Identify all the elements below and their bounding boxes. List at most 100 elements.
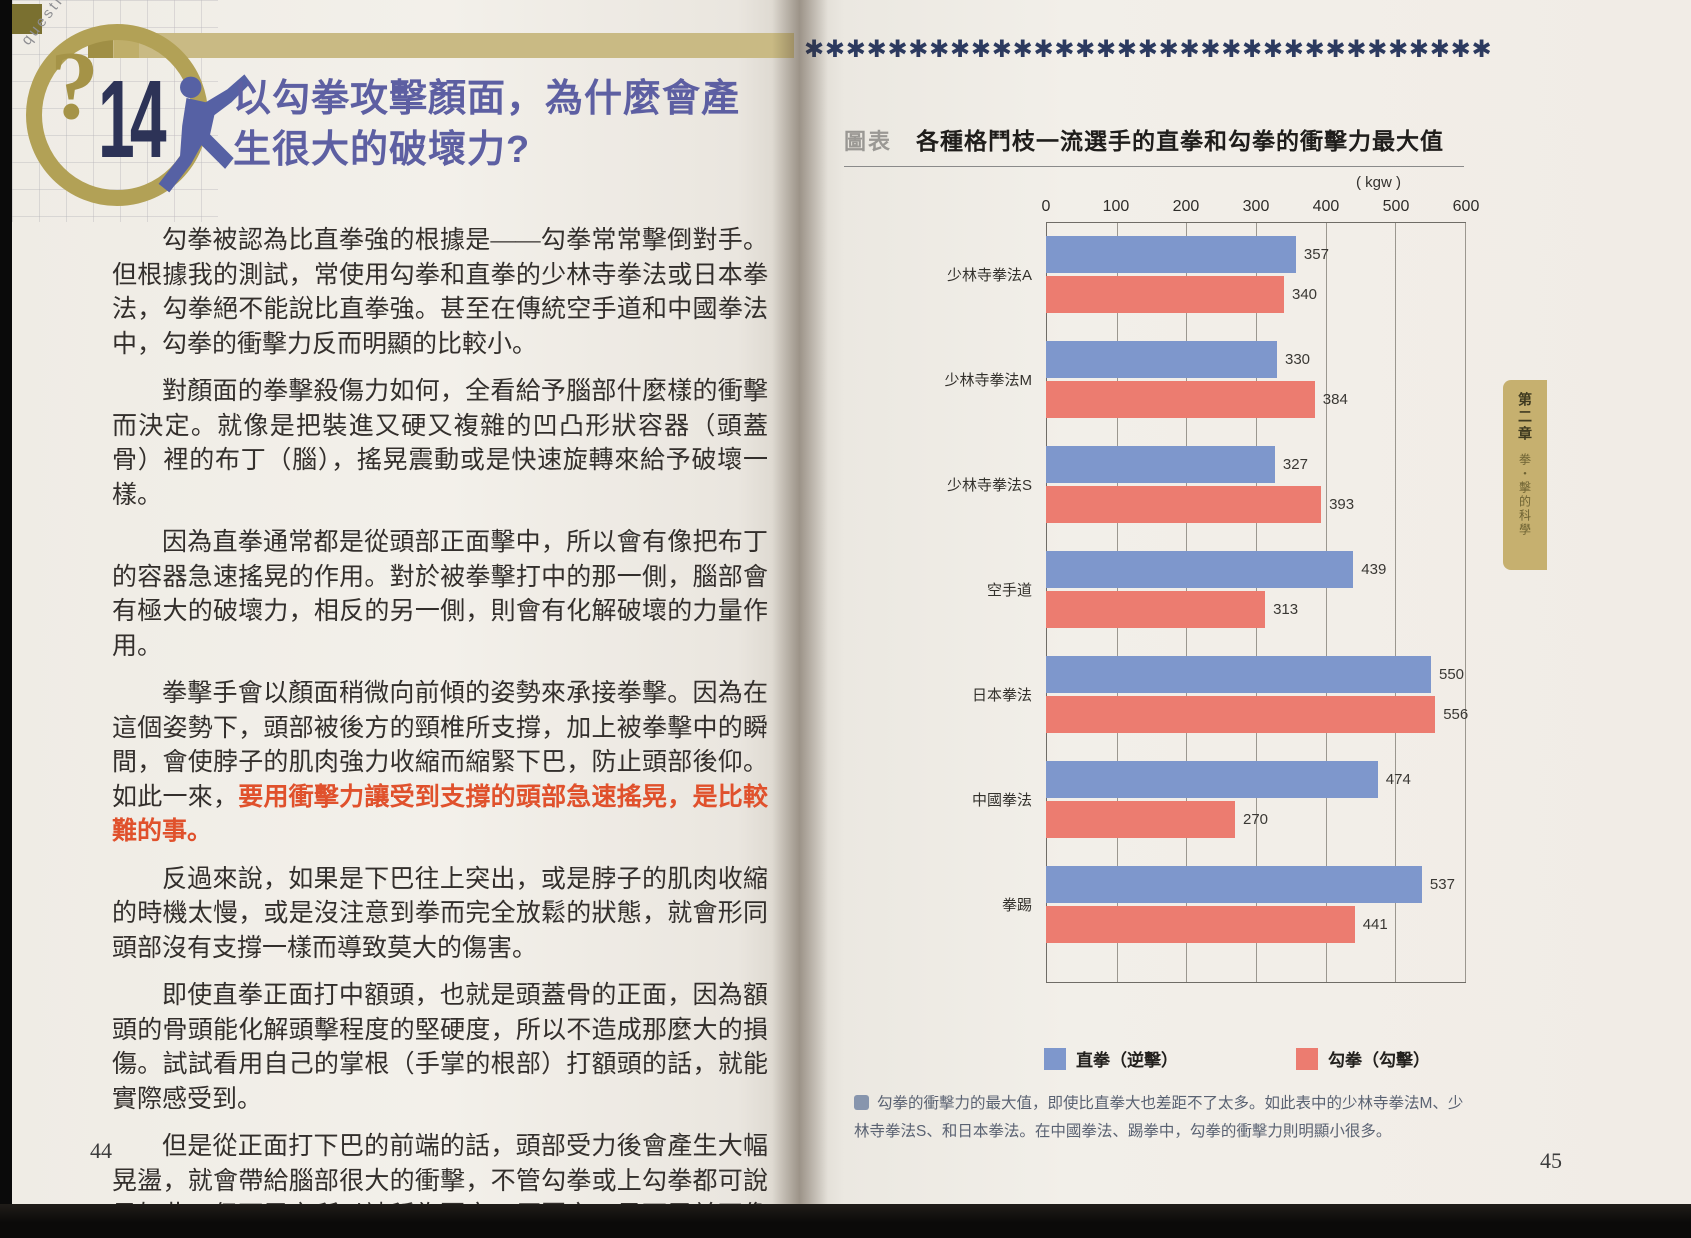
chart-rows: 少林寺拳法A 357 340 少林寺拳法M 330 384 少林寺拳法S 327 393 空手道 4… xyxy=(844,222,1469,983)
hook-punch-bar xyxy=(1046,276,1284,313)
bar-chart: 0 100 200 300 400 500 600 少林寺拳法A 357 340 少林寺拳法M 33… xyxy=(844,198,1479,983)
body-paragraph: 因為直拳通常都是從頭部正面擊中，所以會有像把布丁的容器急速搖晃的作用。對於被拳擊… xyxy=(112,526,768,664)
body-paragraph: 對顏面的拳擊殺傷力如何，全看給予腦部什麼樣的衝擊而決定。就像是把裝進又硬又複雜的… xyxy=(112,375,768,513)
chart-header-label: 圖表 xyxy=(844,129,893,154)
book-edge-bottom xyxy=(0,1204,1691,1238)
bar-value-label: 393 xyxy=(1329,496,1355,513)
straight-punch-bar xyxy=(1046,761,1378,798)
star-icon: ✱ xyxy=(824,36,845,63)
bar-value-label: 384 xyxy=(1322,391,1348,408)
chart-caption: 勾拳的衝擊力的最大值，即使比直拳大也差距不了太多。如此表中的少林寺拳法M、少林寺… xyxy=(854,1090,1472,1146)
page-gutter xyxy=(772,0,828,1206)
category-label: 空手道 xyxy=(986,582,1032,599)
bar-value-label: 550 xyxy=(1439,666,1465,683)
straight-punch-bar xyxy=(1046,446,1275,483)
body-paragraph: 勾拳被認為比直拳強的根據是——勾拳常常擊倒對手。但根據我的測試，常使用勾拳和直拳… xyxy=(112,224,768,362)
question-mark-icon: ? xyxy=(50,32,99,140)
hook-punch-bar xyxy=(1046,486,1322,523)
bar-value-label: 474 xyxy=(1385,771,1411,788)
star-icon: ✱ xyxy=(804,38,824,62)
paragraph-text: 拳擊手會以顏面稍微向前傾的姿勢來承接拳擊。因為在這個姿勢下，頭部被後方的頸椎所支… xyxy=(112,680,768,811)
star-icon: ✱ xyxy=(1158,36,1179,63)
chapter-tab-subtitle: 拳・擊的科學 xyxy=(1517,453,1532,537)
kicking-figure-icon xyxy=(158,74,251,193)
legend-swatch xyxy=(1296,1047,1318,1070)
bar-value-label: 537 xyxy=(1429,876,1455,893)
star-row: ✱✱✱✱✱✱✱✱✱✱✱✱✱✱✱✱✱✱✱✱✱✱✱✱✱✱✱✱✱✱✱✱✱ xyxy=(804,38,1492,62)
star-icon: ✱ xyxy=(1116,36,1137,63)
straight-punch-bar xyxy=(1046,551,1354,588)
star-icon: ✱ xyxy=(1075,36,1096,63)
header-rule xyxy=(844,166,1464,167)
star-icon: ✱ xyxy=(1367,36,1388,63)
category-label: 少林寺拳法A xyxy=(946,267,1032,284)
hook-punch-bar xyxy=(1046,801,1235,838)
top-band-decoration xyxy=(88,33,794,58)
body-paragraph: 拳擊手會以顏面稍微向前傾的姿勢來承接拳擊。因為在這個姿勢下，頭部被後方的頸椎所支… xyxy=(112,677,768,850)
chart-category-row: 日本拳法 550 556 xyxy=(844,642,1469,747)
page-title-line1: 以勾拳攻擊顏面，為什麼會產 xyxy=(233,78,741,120)
star-icon: ✱ xyxy=(845,36,866,63)
caption-bullet-icon xyxy=(854,1095,869,1110)
gridline xyxy=(1325,223,1327,982)
axis-tick: 200 xyxy=(1172,198,1200,215)
paragraph-text: 對顏面的拳擊殺傷力如何，全看給予腦部什麼樣的衝擊而決定。就像是把裝進又硬又複雜的… xyxy=(112,378,768,509)
star-icon: ✱ xyxy=(1429,36,1450,63)
star-icon: ✱ xyxy=(1471,36,1492,63)
star-icon: ✱ xyxy=(1388,36,1409,63)
star-icon: ✱ xyxy=(950,36,971,63)
legend-item: 勾拳（勾擊） xyxy=(1296,1046,1430,1071)
straight-punch-bar xyxy=(1046,236,1296,273)
axis-tick: 100 xyxy=(1102,198,1130,215)
hook-punch-bar xyxy=(1046,906,1355,943)
axis-tick: 0 xyxy=(1041,198,1051,215)
axis-tick: 500 xyxy=(1382,198,1410,215)
body-text: 勾拳被認為比直拳強的根據是——勾拳常常擊倒對手。但根據我的測試，常使用勾拳和直拳… xyxy=(112,224,768,1238)
straight-punch-bar xyxy=(1046,656,1431,693)
highlighted-text: 要用衝擊力讓受到支撐的頭部急速搖晃，是比較難的事。 xyxy=(112,783,768,846)
axis-tick: 300 xyxy=(1242,198,1270,215)
category-label: 拳踢 xyxy=(1001,897,1032,914)
gridline xyxy=(1395,223,1397,982)
chart-category-row: 少林寺拳法A 357 340 xyxy=(844,222,1466,327)
hook-punch-bar xyxy=(1046,591,1266,628)
star-icon: ✱ xyxy=(1221,36,1242,63)
star-icon: ✱ xyxy=(1262,36,1284,63)
star-icon: ✱ xyxy=(1408,36,1430,63)
paragraph-text: 反過來說，如果是下巴往上突出，或是脖子的肌肉收縮的時機太慢，或是沒注意到拳而完全… xyxy=(112,865,768,962)
category-label: 少林寺拳法M xyxy=(944,372,1033,389)
category-label: 少林寺拳法S xyxy=(946,477,1032,494)
chart-category-row: 少林寺拳法S 327 393 xyxy=(844,432,1466,537)
chart-header: 圖表 各種格鬥枝一流選手的直拳和勾拳的衝擊力最大值 xyxy=(844,122,1444,156)
axis-unit-label: ( kgw ) xyxy=(1356,174,1401,191)
corner-square-decoration xyxy=(12,4,42,34)
bar-value-label: 357 xyxy=(1303,246,1329,263)
page-number-right: 45 xyxy=(1540,1148,1562,1173)
straight-punch-bar xyxy=(1046,341,1277,378)
star-icon: ✱ xyxy=(1325,36,1346,63)
bar-value-label: 441 xyxy=(1362,916,1388,933)
chart-category-row: 少林寺拳法M 330 384 xyxy=(844,327,1466,432)
star-icon: ✱ xyxy=(1200,36,1221,63)
body-paragraph: 反過來說，如果是下巴往上突出，或是脖子的肌肉收縮的時機太慢，或是沒注意到拳而完全… xyxy=(112,863,768,967)
legend-label: 直拳（逆擊） xyxy=(1076,1051,1178,1070)
chapter-tab-title: 第二章 xyxy=(1517,392,1533,443)
axis-tick: 600 xyxy=(1452,198,1480,215)
bar-value-label: 327 xyxy=(1282,456,1308,473)
bar-value-label: 556 xyxy=(1443,706,1469,723)
chapter-side-tab: 第二章 拳・擊的科學 xyxy=(1503,380,1547,570)
chart-category-row: 中國拳法 474 270 xyxy=(844,747,1466,852)
star-icon: ✱ xyxy=(1304,36,1325,63)
question-number: 14 xyxy=(98,58,167,181)
star-icon: ✱ xyxy=(1242,36,1263,63)
caption-text: 勾拳的衝擊力的最大值，即使比直拳大也差距不了太多。如此表中的少林寺拳法M、少林寺… xyxy=(854,1095,1464,1140)
page-title: 以勾拳攻擊顏面，為什麼會產 生很大的破壞力? xyxy=(233,74,767,175)
star-icon: ✱ xyxy=(970,36,991,63)
category-label: 中國拳法 xyxy=(971,792,1032,809)
star-icon: ✱ xyxy=(1096,36,1117,63)
right-page: ✱✱✱✱✱✱✱✱✱✱✱✱✱✱✱✱✱✱✱✱✱✱✱✱✱✱✱✱✱✱✱✱✱ 圖表 各種格… xyxy=(800,0,1691,1206)
paragraph-text: 即使直拳正面打中額頭，也就是頭蓋骨的正面，因為額頭的骨頭能化解頭擊程度的堅硬度，… xyxy=(112,982,768,1113)
body-paragraph: 即使直拳正面打中額頭，也就是頭蓋骨的正面，因為額頭的骨頭能化解頭擊程度的堅硬度，… xyxy=(112,979,768,1117)
star-icon: ✱ xyxy=(1450,36,1471,63)
